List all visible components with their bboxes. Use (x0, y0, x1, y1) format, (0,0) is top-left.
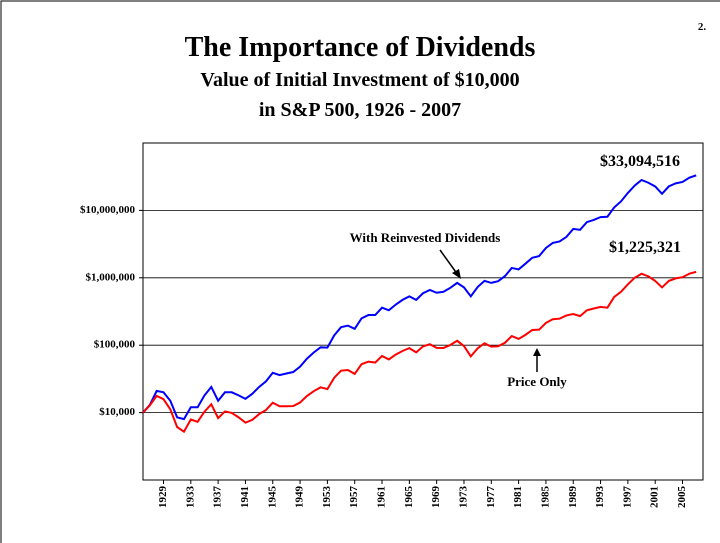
x-tick-label: 1953 (321, 486, 333, 509)
arrow-head (533, 348, 541, 356)
chart-subtitle: in S&P 500, 1926 - 2007 (259, 99, 461, 121)
page-number: 2. (698, 21, 707, 33)
annotation: $33,094,516 (600, 153, 680, 170)
x-tick-label: 1997 (621, 486, 633, 509)
y-tick-label: $100,000 (94, 339, 136, 351)
x-tick-label: 1985 (539, 486, 551, 509)
annotation-arrow (439, 249, 459, 276)
y-tick-label: $10,000,000 (80, 204, 136, 216)
x-tick-label: 1957 (348, 486, 360, 509)
x-tick-label: 1993 (594, 486, 606, 509)
x-tick-label: 1937 (212, 486, 224, 509)
x-tick-label: 1941 (239, 486, 251, 508)
x-tick-label: 2001 (649, 486, 661, 508)
x-tick-label: 1961 (376, 486, 388, 508)
chart-subtitle: Value of Initial Investment of $10,000 (200, 69, 519, 91)
x-tick-label: 1969 (430, 486, 442, 509)
x-tick-label: 1989 (567, 486, 579, 509)
x-tick-label: 1973 (458, 486, 470, 509)
series-line (142, 270, 697, 434)
arrow-head (452, 269, 461, 279)
series-line (142, 174, 697, 421)
annotation: Price Only (507, 374, 567, 389)
x-tick-label: 1945 (266, 486, 278, 509)
chart-title: The Importance of Dividends (185, 32, 536, 63)
x-tick-label: 1977 (485, 486, 497, 509)
x-tick-label: 1933 (184, 486, 196, 509)
x-tick-label: 1965 (403, 486, 415, 509)
annotation: With Reinvested Dividends (350, 230, 501, 245)
annotation: $1,225,321 (609, 239, 681, 256)
x-tick-label: 1949 (294, 486, 306, 509)
y-tick-label: $1,000,000 (86, 271, 136, 283)
plot-area (142, 142, 704, 481)
x-tick-label: 1981 (512, 486, 524, 508)
x-tick-label: 2005 (676, 486, 688, 509)
y-tick-label: $10,000 (99, 406, 135, 418)
x-tick-label: 1929 (157, 486, 169, 509)
